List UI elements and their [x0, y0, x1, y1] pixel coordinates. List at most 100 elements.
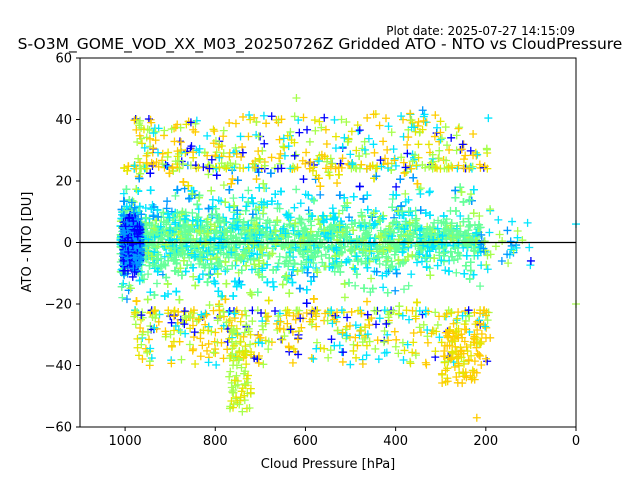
scatter-point [188, 208, 197, 217]
scatter-point [258, 209, 267, 218]
scatter-point [225, 185, 234, 194]
scatter-point [124, 286, 133, 295]
scatter-point [308, 195, 317, 204]
scatter-point [263, 260, 272, 269]
scatter-point [175, 295, 184, 304]
scatter-point [172, 287, 181, 296]
scatter-point [302, 299, 311, 308]
scatter-point [204, 170, 213, 179]
scatter-point [329, 260, 338, 269]
scatter-point [401, 197, 410, 206]
scatter-point [232, 256, 241, 265]
scatter-point [225, 203, 234, 212]
scatter-point [430, 218, 439, 227]
scatter-point [466, 258, 475, 267]
scatter-point [135, 174, 144, 183]
scatter-point [208, 195, 217, 204]
scatter-point [464, 222, 473, 231]
scatter-point [378, 271, 387, 280]
scatter-point [355, 182, 364, 191]
scatter-point [316, 190, 325, 199]
scatter-point [144, 270, 153, 279]
scatter-point [292, 185, 301, 194]
scatter-point [118, 293, 127, 302]
scatter-point [222, 249, 231, 258]
scatter-point [409, 173, 418, 182]
scatter-point [383, 256, 392, 265]
scatter-point [275, 252, 284, 261]
scatter-point [229, 292, 238, 301]
scatter-point [475, 212, 484, 221]
scatter-point [286, 213, 295, 222]
scatter-point [383, 288, 392, 297]
scatter-point [219, 181, 228, 190]
scatter-point [171, 191, 180, 200]
scatter-point [417, 257, 426, 266]
scatter-point [242, 202, 251, 211]
scatter-point [309, 259, 318, 268]
scatter-point [444, 267, 453, 276]
scatter-point [395, 302, 404, 311]
scatter-point [152, 279, 161, 288]
scatter-point [441, 266, 450, 275]
scatter-point [449, 256, 458, 265]
scatter-point [400, 285, 409, 294]
scatter-point [146, 288, 155, 297]
scatter-point [399, 243, 408, 252]
scatter-point [456, 211, 465, 220]
scatter-point [122, 295, 131, 304]
scatter-point [173, 185, 182, 194]
scatter-point [204, 271, 213, 280]
scatter-point [193, 200, 202, 209]
scatter-point [278, 280, 287, 289]
scatter-point [198, 270, 207, 279]
scatter-point [425, 187, 434, 196]
scatter-point [203, 278, 212, 287]
scatter-point [401, 189, 410, 198]
scatter-point [275, 204, 284, 213]
scatter-point [119, 189, 128, 198]
scatter-point [466, 190, 475, 199]
scatter-point [340, 293, 349, 302]
scatter-point [392, 182, 401, 191]
scatter-point [140, 275, 149, 284]
scatter-point [476, 282, 485, 291]
scatter-point [162, 204, 171, 213]
scatter-point [345, 257, 354, 266]
scatter-point [163, 197, 172, 206]
scatter-point [302, 285, 311, 294]
scatter-point [363, 297, 372, 306]
scatter-point [388, 195, 397, 204]
scatter-point [229, 194, 238, 203]
scatter-point [298, 265, 307, 274]
scatter-point [299, 175, 308, 184]
scatter-point [244, 186, 253, 195]
scatter-point [379, 283, 388, 292]
scatter-point [408, 251, 417, 260]
scatter-point [399, 158, 408, 167]
scatter-point [415, 185, 424, 194]
scatter-point [207, 186, 216, 195]
scatter-point [141, 203, 150, 212]
scatter-point [247, 265, 256, 274]
scatter-point [367, 274, 376, 283]
scatter-point [345, 213, 354, 222]
scatter-point [244, 197, 253, 206]
scatter-point [306, 217, 315, 226]
scatter-point [269, 282, 278, 291]
plot-date: Plot date: 2025-07-27 14:15:09 [386, 24, 575, 38]
scatter-point [360, 284, 369, 293]
scatter-points [116, 93, 580, 422]
scatter-point [221, 267, 230, 276]
scatter-point [426, 271, 435, 280]
scatter-point [296, 199, 305, 208]
scatter-point [304, 206, 313, 215]
scatter-point [336, 159, 345, 168]
scatter-point [321, 250, 330, 259]
scatter-point [266, 169, 275, 178]
scatter-point [205, 301, 214, 310]
scatter-point [273, 262, 282, 271]
scatter-point [351, 281, 360, 290]
scatter-point [375, 259, 384, 268]
